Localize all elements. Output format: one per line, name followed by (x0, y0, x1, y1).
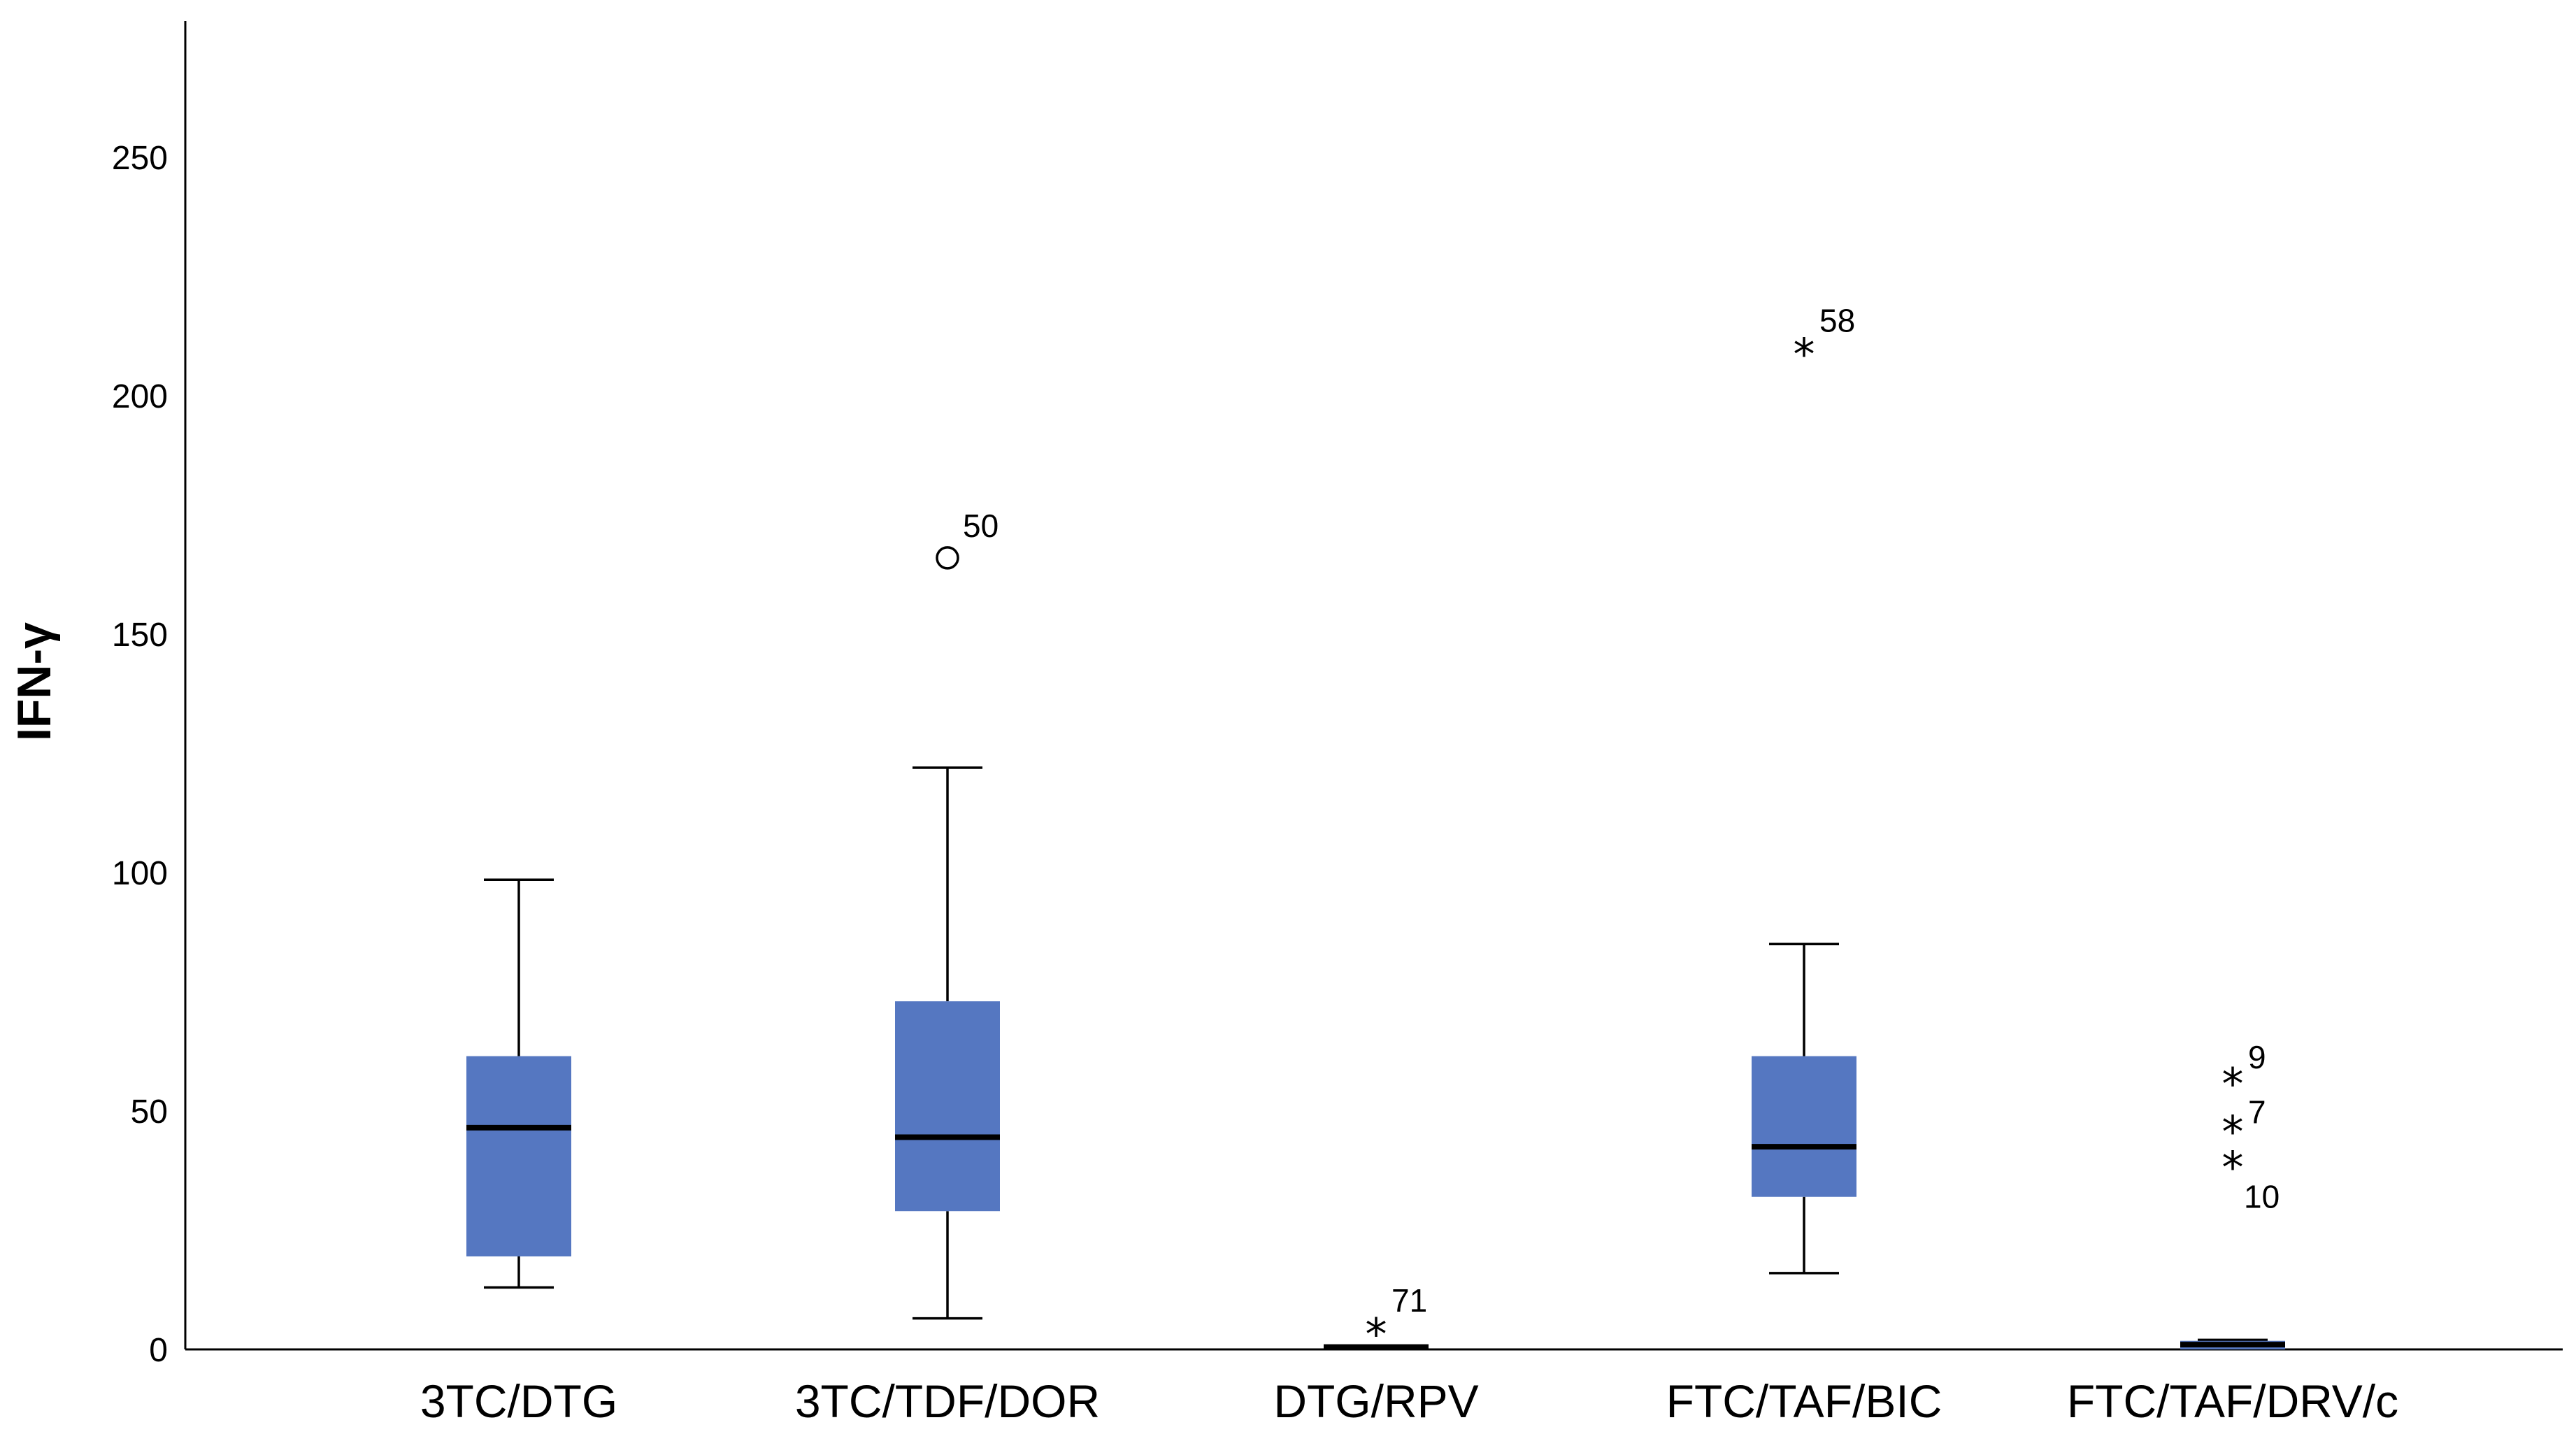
category-label: 3TC/TDF/DOR (795, 1375, 1100, 1427)
outlier-label: 9 (2248, 1039, 2266, 1075)
y-ticks: 0 50 100 150 200 250 (112, 140, 168, 1369)
y-tick-label: 250 (112, 140, 168, 177)
y-tick-label: 150 (112, 617, 168, 654)
category-label: FTC/TAF/DRV/c (2067, 1375, 2398, 1427)
outlier-star: * (1794, 329, 1815, 380)
category-labels: 3TC/DTG 3TC/TDF/DOR DTG/RPV FTC/TAF/BIC FTC/… (420, 1375, 2398, 1427)
outlier-label: 58 (1819, 303, 1855, 339)
y-axis-label: IFN-γ (8, 622, 61, 741)
category-label: FTC/TAF/BIC (1666, 1375, 1942, 1427)
outlier-label: 50 (963, 508, 999, 544)
iqr-box (1752, 1056, 1856, 1197)
box-group: *9* 7*10 (2180, 1039, 2285, 1349)
outlier-circle (936, 546, 959, 570)
box-group: 50 (895, 508, 1000, 1320)
category-label: 3TC/DTG (420, 1375, 617, 1427)
outlier-star: * (2222, 1142, 2244, 1193)
y-tick-label: 50 (131, 1094, 168, 1131)
outlier-label: 10 (2244, 1178, 2280, 1214)
category-label: DTG/RPV (1273, 1375, 1478, 1427)
outlier-star: * (1366, 1309, 1387, 1360)
iqr-box (466, 1056, 571, 1257)
box-group: *71 (1324, 1282, 1429, 1360)
box-group (466, 878, 571, 1289)
y-tick-label: 200 (112, 378, 168, 415)
outlier-label: 71 (1391, 1282, 1427, 1319)
y-tick-label: 0 (149, 1332, 168, 1369)
outlier-label: 7 (2248, 1094, 2266, 1130)
box-group: *58 (1752, 303, 1856, 1275)
outlier-star: * (2222, 1106, 2244, 1157)
y-tick-label: 100 (112, 855, 168, 892)
box-series: 50*71*58*9* 7*10 (466, 303, 2285, 1360)
iqr-box (895, 1001, 1000, 1212)
outlier-star: * (2222, 1059, 2244, 1110)
